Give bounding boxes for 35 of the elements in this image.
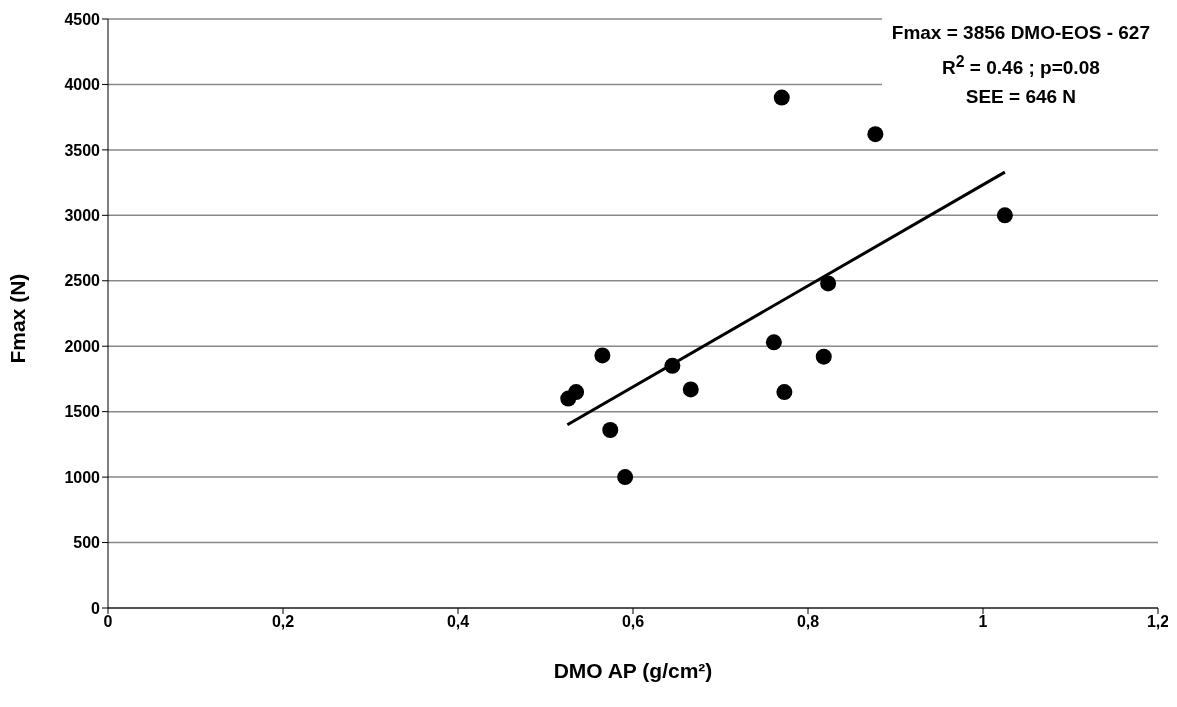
annotation: Fmax = 3856 DMO-EOS - 627 (891, 21, 1150, 45)
x-tick-label: 0,2 (271, 613, 295, 631)
x-axis-title: DMO AP (g/cm²) (553, 659, 713, 682)
y-tick-label: 4000 (64, 76, 101, 94)
point (773, 89, 790, 106)
point (664, 357, 681, 374)
point (776, 384, 793, 401)
x-tick-label: 0,6 (621, 613, 645, 631)
x-tick-label: 0,8 (796, 613, 820, 631)
y-tick-label: 4500 (64, 10, 101, 28)
y-tick-label: 2500 (64, 272, 101, 290)
y-axis-title: Fmax (N) (6, 273, 30, 364)
y-tick-label: 2000 (64, 337, 101, 355)
y-tick-label: 3500 (64, 141, 101, 159)
point (820, 275, 837, 292)
x-tick-label: 0 (103, 613, 113, 631)
point (602, 421, 619, 438)
y-tick-label: 0 (91, 599, 101, 617)
point (682, 381, 699, 398)
point (996, 207, 1013, 224)
y-tick-label: 3000 (64, 207, 101, 225)
x-tick-label: 1,2 (1146, 613, 1170, 631)
point (617, 469, 634, 486)
x-tick-label: 0,4 (446, 613, 470, 631)
point (815, 348, 832, 365)
annotation: SEE = 646 N (964, 85, 1078, 110)
point (867, 126, 884, 143)
annotation: R$^{2}$ = 0.46 ; p=0.08 (941, 52, 1101, 81)
point (568, 384, 585, 401)
y-tick-label: 1500 (64, 403, 101, 421)
x-tick-label: 1 (978, 613, 988, 631)
y-tick-label: 1000 (64, 468, 101, 486)
y-tick-label: 500 (73, 534, 101, 552)
point (594, 347, 611, 364)
point (765, 334, 782, 351)
